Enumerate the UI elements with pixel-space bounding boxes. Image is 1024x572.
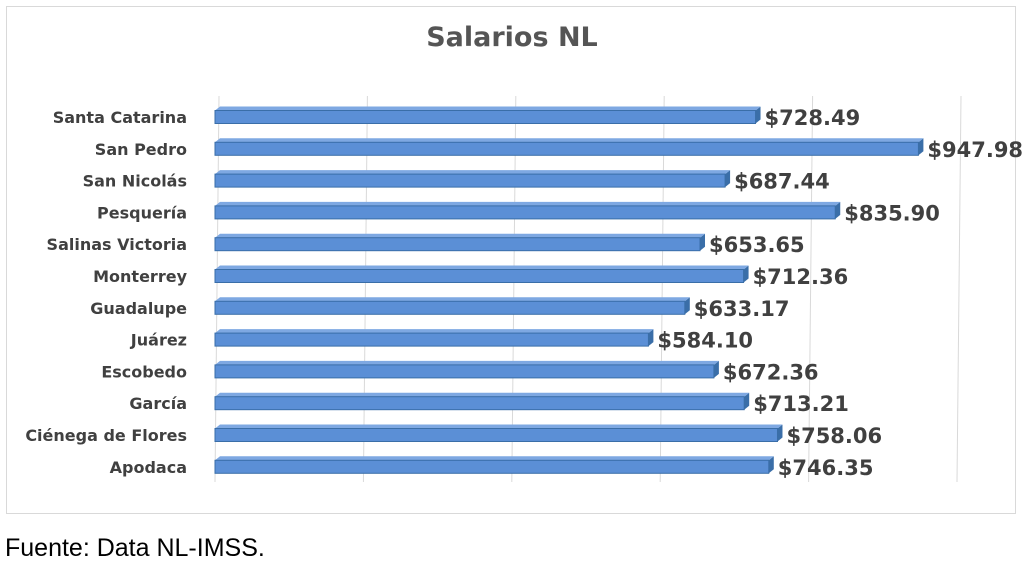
bar-side <box>684 297 690 315</box>
value-label: $835.90 <box>844 201 940 225</box>
bar-top <box>215 170 731 175</box>
bar-top <box>215 456 774 461</box>
category-label: Pesquería <box>97 203 187 222</box>
bar-top <box>215 233 706 238</box>
category-label: Monterrey <box>93 267 187 286</box>
value-label: $947.98 <box>927 138 1023 162</box>
gridlines <box>214 95 962 483</box>
bar-side <box>725 170 731 188</box>
category-label: Apodaca <box>110 458 187 477</box>
bar <box>214 332 649 347</box>
value-label: $712.36 <box>753 265 849 289</box>
bar <box>214 173 726 188</box>
bar-side <box>713 360 719 378</box>
value-label: $633.17 <box>694 297 790 321</box>
bar-top <box>215 360 719 365</box>
gridline <box>362 95 368 483</box>
gridline <box>659 95 665 483</box>
value-label: $672.36 <box>723 360 819 384</box>
bar <box>214 364 715 379</box>
category-label: Escobedo <box>101 362 187 381</box>
gridline <box>956 95 962 483</box>
bar <box>214 459 770 474</box>
bar-side <box>918 138 924 156</box>
labels: Santa Catarina $728.49 San Pedro $947.98 San… <box>25 106 1023 480</box>
value-label: $758.06 <box>786 424 882 448</box>
bar-top <box>215 297 690 302</box>
bar-top <box>215 265 749 270</box>
bar <box>214 396 745 411</box>
bar <box>214 269 745 283</box>
value-label: $687.44 <box>734 170 830 194</box>
bars <box>214 106 924 474</box>
source-note: Fuente: Data NL-IMSS. <box>5 534 265 562</box>
bar-side <box>744 392 750 410</box>
category-label: Ciénega de Flores <box>25 426 187 445</box>
chart-title: Salarios NL <box>426 22 598 53</box>
bar <box>214 141 919 156</box>
bar-side <box>648 329 654 347</box>
gridline <box>214 95 220 483</box>
bar <box>214 428 778 442</box>
category-label: Santa Catarina <box>53 108 187 127</box>
bar-top <box>215 329 654 334</box>
bar-chart: Santa Catarina $728.49 San Pedro $947.98 San… <box>25 95 1023 483</box>
value-label: $713.21 <box>753 392 849 416</box>
bar-top <box>215 106 761 111</box>
bar <box>214 110 757 124</box>
bar <box>214 205 836 220</box>
category-label: García <box>129 394 187 413</box>
category-label: San Nicolás <box>83 172 187 191</box>
bar <box>214 300 686 315</box>
bar-top <box>215 201 841 206</box>
bar-top <box>215 138 924 143</box>
gridline <box>808 95 814 483</box>
bar-top <box>215 392 750 397</box>
value-label: $728.49 <box>765 106 861 130</box>
bar <box>214 237 701 252</box>
bar-top <box>215 424 783 429</box>
category-label: Guadalupe <box>90 299 187 318</box>
bar-side <box>700 233 706 251</box>
value-label: $653.65 <box>709 233 805 257</box>
bar-side <box>777 424 783 442</box>
value-label: $746.35 <box>778 456 874 480</box>
category-label: Juárez <box>130 331 187 350</box>
category-label: San Pedro <box>95 140 187 159</box>
bar-side <box>743 265 749 283</box>
bar-side <box>755 106 761 124</box>
bar-side <box>768 456 774 474</box>
value-label: $584.10 <box>657 329 753 353</box>
category-label: Salinas Victoria <box>47 235 187 254</box>
bar-side <box>835 201 841 219</box>
gridline <box>511 95 517 483</box>
